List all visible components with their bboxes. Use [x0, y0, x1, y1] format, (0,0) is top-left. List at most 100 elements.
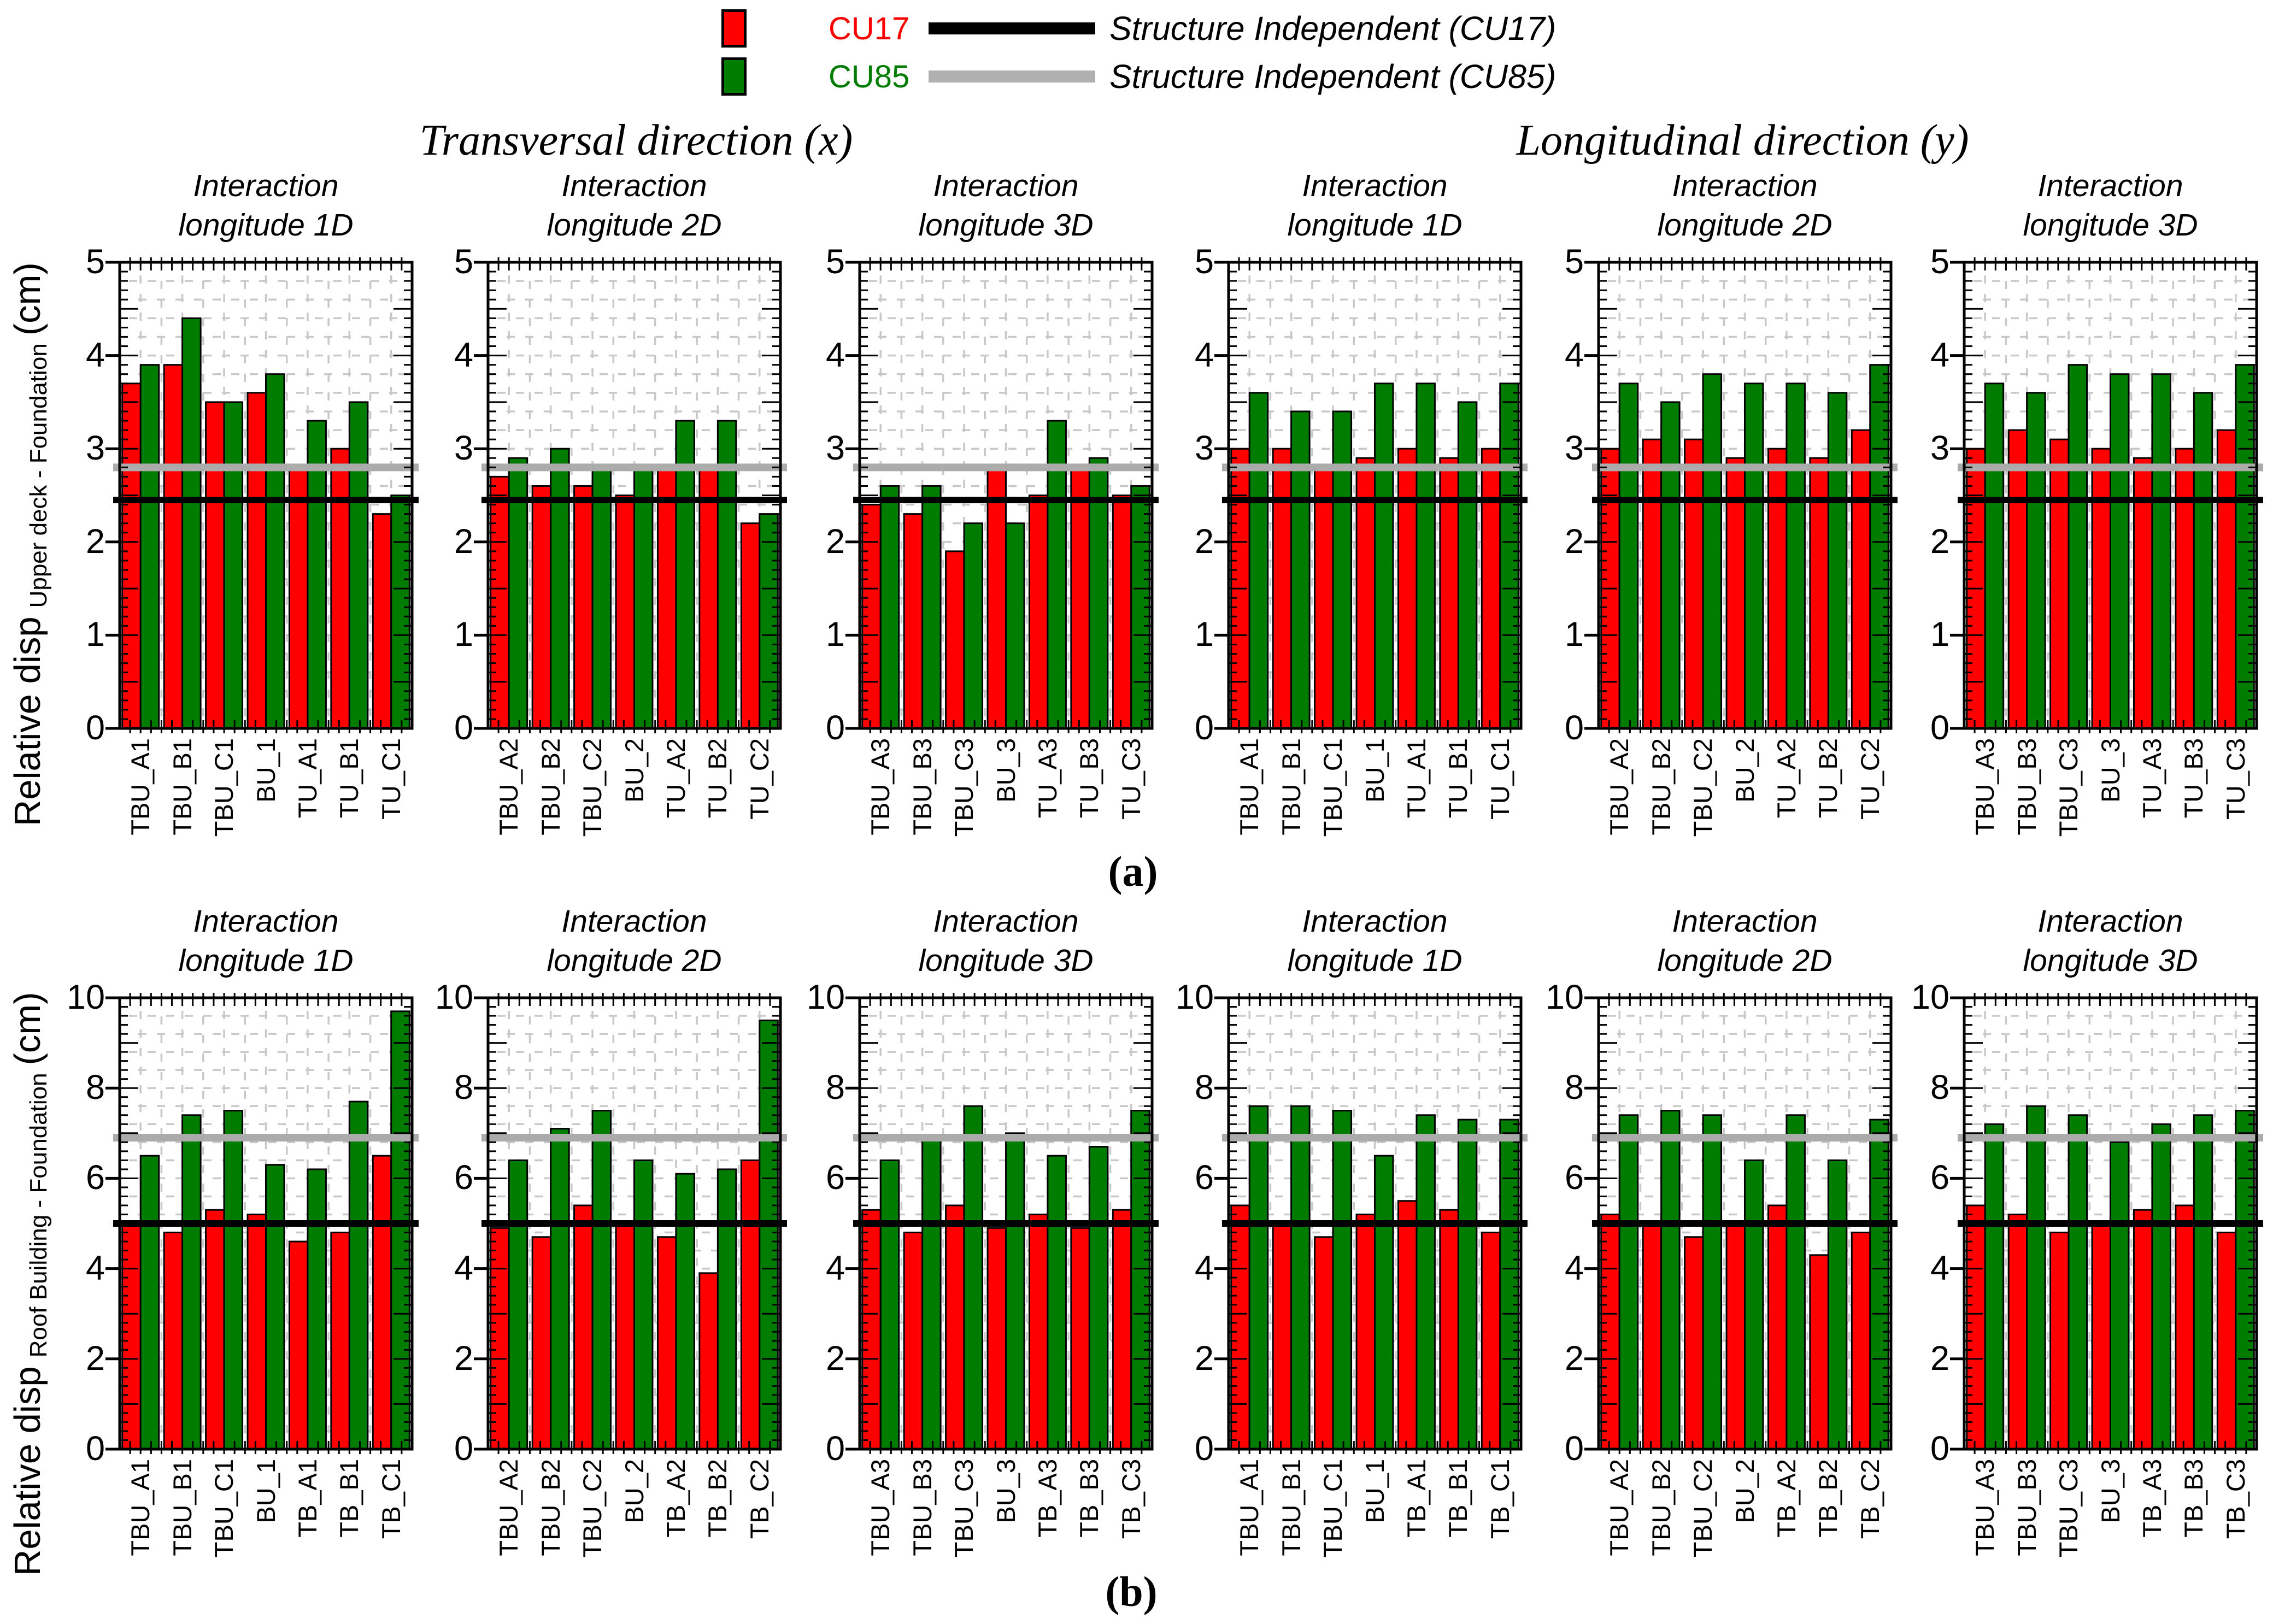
y-tick-label: 2 [454, 522, 473, 561]
chart-title-line: longitude 2D [547, 208, 722, 243]
subfig-label-b: (b) [1105, 1568, 1158, 1615]
bar-cu85 [139, 364, 160, 729]
bar-cu17 [490, 1227, 510, 1450]
bar-cu17 [1314, 466, 1334, 729]
bar-cu85 [1005, 522, 1025, 729]
y-tick-label: 2 [454, 1339, 473, 1378]
y-tick-label: 4 [1194, 1249, 1214, 1287]
bar-cu85 [1660, 1110, 1681, 1450]
bar-cu85 [2235, 364, 2255, 729]
bar-cu17 [2091, 1222, 2111, 1450]
bar-cu17 [1481, 1232, 1501, 1450]
bar-cu85 [2193, 1114, 2213, 1450]
x-category-label: TBU_C1 [1318, 738, 1348, 837]
x-category-label: TBU_C3 [2054, 1459, 2083, 1558]
y-tick-label: 3 [825, 429, 845, 468]
chart-title-line: Interaction [561, 168, 707, 203]
bar-cu17 [615, 495, 635, 729]
x-category-label: TBU_B2 [1646, 1459, 1676, 1556]
bar-cu85 [675, 420, 695, 729]
x-category-label: BU_3 [2095, 1459, 2125, 1523]
bar-cu85 [963, 1105, 984, 1450]
y-tick-label: 4 [85, 1249, 105, 1287]
bar-cu85 [1618, 1114, 1639, 1450]
bar-cu85 [223, 401, 244, 729]
x-category-label: TU_A1 [1401, 738, 1431, 819]
bar-cu17 [1272, 1222, 1293, 1450]
chart-title-line: Interaction [1672, 168, 1818, 203]
bar-cu17 [945, 1204, 965, 1450]
bar-cu17 [372, 513, 392, 729]
y-tick-label: 0 [1930, 709, 1949, 747]
x-category-label: TBU_C2 [578, 738, 607, 837]
bar-cu85 [1130, 1110, 1150, 1450]
x-category-label: TB_B2 [1813, 1459, 1843, 1538]
bar-cu85 [1457, 401, 1478, 729]
bar-cu85 [1618, 383, 1639, 729]
bar-cu85 [633, 1159, 654, 1450]
bar-cu17 [2175, 1204, 2195, 1450]
bar-cu85 [1660, 401, 1681, 729]
y-tick-label: 4 [1564, 336, 1584, 374]
bar-cu17 [1642, 438, 1663, 729]
chart-title: Interaction longitude 1D [71, 166, 461, 245]
bar-cu85 [2151, 1123, 2171, 1450]
x-category-label: TB_A3 [2137, 1459, 2166, 1538]
x-category-label: BU_3 [2095, 738, 2125, 803]
y-tick-label: 2 [825, 522, 845, 561]
y-tick-label: 3 [1930, 429, 1949, 468]
bar-cu85 [1785, 383, 1806, 729]
y-tick-label: 2 [1930, 522, 1949, 561]
y-tick-label: 4 [1930, 336, 1949, 374]
x-category-label: TU_A3 [2137, 738, 2166, 819]
chart-title-line: Interaction [1672, 904, 1818, 939]
y-tick-label: 3 [454, 429, 473, 468]
y-tick-label: 8 [1194, 1068, 1214, 1107]
x-category-label: TU_C3 [2221, 738, 2250, 820]
bar-cu17 [1112, 1209, 1132, 1450]
y-tick-label: 10 [1911, 978, 1949, 1016]
y-tick-label: 0 [1194, 709, 1214, 747]
y-tick-label: 2 [1194, 522, 1214, 561]
y-tick-label: 0 [1564, 1429, 1584, 1468]
bar-cu17 [698, 1272, 719, 1450]
x-category-label: TU_A1 [292, 738, 322, 819]
chart-title-line: Interaction [193, 904, 339, 939]
bar-cu17 [1481, 448, 1501, 729]
bar-cu85 [1785, 1114, 1806, 1450]
x-category-label: TU_C2 [744, 738, 774, 820]
x-category-label: TBU_B1 [167, 1459, 197, 1556]
bar-cu17 [330, 1232, 350, 1450]
bar-cu17 [163, 364, 184, 729]
x-category-label: BU_2 [1730, 1459, 1759, 1523]
bar-chart-plot [1214, 257, 1528, 733]
y-tick-label: 2 [1564, 522, 1584, 561]
chart-title-line: longitude 3D [2023, 943, 2198, 978]
x-category-label: TBU_C1 [209, 1459, 239, 1558]
bar-cu85 [265, 373, 285, 729]
x-category-label: TB_B2 [703, 1459, 732, 1538]
y-tick-label: 4 [85, 336, 105, 374]
chart-title-line: longitude 3D [918, 208, 1094, 243]
bar-cu17 [1355, 1213, 1376, 1450]
bar-cu85 [1416, 383, 1436, 729]
x-category-label: TBU_B3 [907, 738, 937, 835]
bar-cu85 [879, 485, 900, 729]
bar-cu17 [1028, 1213, 1049, 1450]
bar-cu85 [633, 466, 654, 729]
y-tick-label: 6 [825, 1158, 845, 1197]
x-category-label: BU_2 [619, 738, 649, 803]
subfig-label-a: (a) [1108, 848, 1158, 895]
bar-cu85 [1702, 1114, 1723, 1450]
x-category-label: TU_A2 [1771, 738, 1801, 819]
chart-title: Interaction longitude 1D [1179, 902, 1570, 980]
x-category-label: TU_B3 [1074, 738, 1104, 819]
y-tick-label: 6 [454, 1158, 473, 1197]
bar-cu85 [1088, 1146, 1109, 1450]
x-category-label: TBU_B2 [1646, 738, 1676, 835]
x-category-label: TB_C3 [1116, 1459, 1146, 1539]
y-tick-label: 0 [454, 709, 473, 747]
x-category-label: TBU_A3 [1970, 1459, 2000, 1556]
x-category-label: TBU_A2 [494, 1459, 524, 1556]
